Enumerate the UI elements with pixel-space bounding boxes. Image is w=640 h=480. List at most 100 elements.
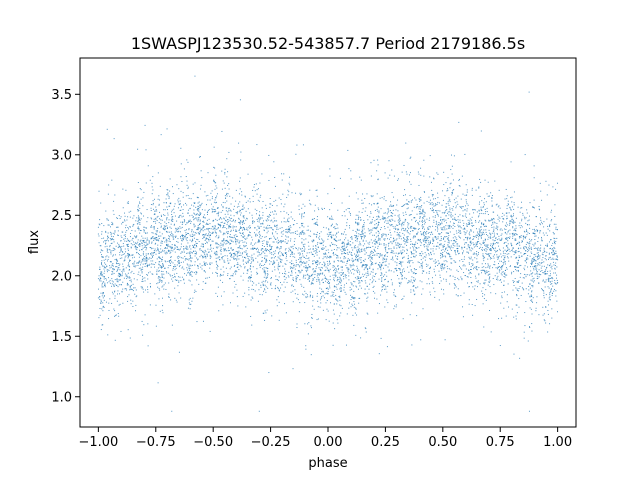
data-point (429, 236, 431, 238)
data-point (264, 257, 266, 259)
data-point (351, 296, 353, 298)
data-point (362, 208, 364, 210)
data-point (258, 240, 260, 242)
data-point (531, 330, 533, 332)
data-point (396, 204, 398, 206)
data-point (288, 221, 290, 223)
data-point (552, 251, 554, 253)
data-point (140, 269, 142, 271)
data-point (496, 272, 498, 274)
data-point (355, 192, 357, 194)
data-point (335, 268, 337, 270)
data-point (243, 215, 245, 217)
data-point (455, 197, 457, 199)
data-point (515, 256, 517, 258)
data-point (119, 273, 121, 275)
data-point (156, 239, 158, 241)
data-point (430, 254, 432, 256)
data-point (118, 272, 120, 274)
data-point (291, 232, 293, 234)
data-point (284, 268, 286, 270)
data-point (169, 274, 171, 276)
data-point (471, 219, 473, 221)
data-point (162, 271, 164, 273)
data-point (229, 242, 231, 244)
data-point (410, 225, 412, 227)
data-point (484, 198, 486, 200)
data-point (513, 191, 515, 193)
data-point (165, 228, 167, 230)
data-point (194, 202, 196, 204)
data-point (217, 243, 219, 245)
data-point (404, 218, 406, 220)
data-point (113, 200, 115, 202)
data-point (446, 238, 448, 240)
data-point (341, 215, 343, 217)
data-point (450, 269, 452, 271)
data-point (325, 302, 327, 304)
data-point (408, 280, 410, 282)
data-point (517, 206, 519, 208)
data-point (173, 224, 175, 226)
data-point (326, 300, 328, 302)
data-point (420, 339, 422, 341)
data-point (398, 282, 400, 284)
data-point (234, 252, 236, 254)
data-point (158, 261, 160, 263)
data-point (367, 292, 369, 294)
data-point (419, 217, 421, 219)
data-point (151, 218, 153, 220)
data-point (127, 202, 129, 204)
data-point (242, 204, 244, 206)
data-point (193, 272, 195, 274)
data-point (526, 257, 528, 259)
data-point (207, 227, 209, 229)
data-point (288, 231, 290, 233)
data-point (286, 232, 288, 234)
data-point (420, 212, 422, 214)
data-point (476, 235, 478, 237)
data-point (369, 253, 371, 255)
data-point (106, 218, 108, 220)
data-point (162, 249, 164, 251)
data-point (351, 237, 353, 239)
data-point (542, 232, 544, 234)
data-point (353, 273, 355, 275)
data-point (494, 261, 496, 263)
data-point (482, 205, 484, 207)
data-point (427, 229, 429, 231)
data-point (205, 262, 207, 264)
data-point (383, 243, 385, 245)
data-point (409, 226, 411, 228)
data-point (303, 266, 305, 268)
data-point (523, 289, 525, 291)
data-point (192, 246, 194, 248)
data-point (102, 324, 104, 326)
data-point (299, 192, 301, 194)
data-point (234, 236, 236, 238)
data-point (417, 286, 419, 288)
data-point (105, 210, 107, 212)
data-point (375, 227, 377, 229)
data-point (143, 257, 145, 259)
data-point (536, 275, 538, 277)
data-point (452, 215, 454, 217)
data-point (537, 250, 539, 252)
data-point (360, 234, 362, 236)
data-point (369, 273, 371, 275)
data-point (469, 213, 471, 215)
data-point (151, 252, 153, 254)
data-point (277, 256, 279, 258)
data-point (316, 243, 318, 245)
data-point (221, 204, 223, 206)
data-point (104, 262, 106, 264)
data-point (336, 303, 338, 305)
data-point (207, 223, 209, 225)
data-point (207, 210, 209, 212)
data-point (339, 281, 341, 283)
data-point (236, 256, 238, 258)
data-point (541, 240, 543, 242)
data-point (383, 212, 385, 214)
data-point (424, 241, 426, 243)
data-point (505, 250, 507, 252)
